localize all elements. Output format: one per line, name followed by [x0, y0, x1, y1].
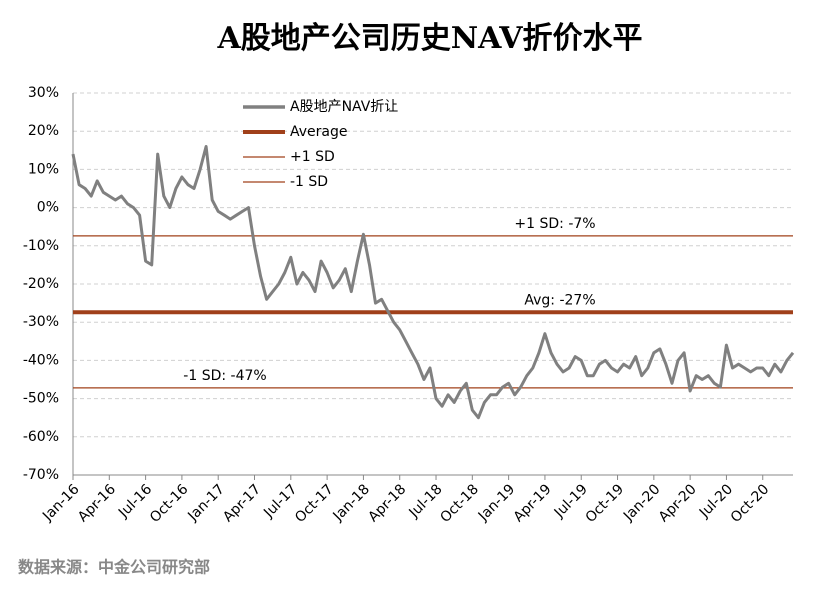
source: 数据来源：中金公司研究部 [18, 558, 210, 577]
reference-label: -1 SD: -47% [183, 368, 266, 384]
x-tick-label: Oct-17 [292, 481, 337, 526]
chart-title: A股地产公司历史NAV折价水平 [216, 21, 642, 56]
y-tick-label: 10% [28, 161, 59, 177]
y-tick-label: -20% [23, 276, 59, 292]
legend-label: +1 SD [290, 149, 335, 165]
x-tick-label: Jan-18 [330, 481, 373, 524]
x-tick-label: Jan-20 [620, 481, 663, 524]
legend-label: -1 SD [290, 174, 328, 190]
x-tick-label: Apr-17 [220, 481, 264, 525]
reference-label: +1 SD: -7% [514, 216, 595, 232]
reference-label: Avg: -27% [524, 292, 595, 308]
x-tick-label: Apr-18 [365, 481, 409, 525]
y-tick-label: -30% [23, 314, 59, 330]
x-tick-label: Oct-16 [147, 481, 192, 526]
x-tick-label: Oct-20 [728, 481, 773, 526]
x-tick-label: Apr-16 [75, 481, 119, 525]
y-tick-label: -10% [23, 238, 59, 254]
x-tick-label: Apr-20 [656, 481, 700, 525]
x-tick-label: Apr-19 [511, 481, 555, 525]
y-tick-label: -50% [23, 391, 59, 407]
y-tick-label: -70% [23, 467, 59, 483]
x-tick-label: Oct-19 [583, 481, 628, 526]
x-tick-label: Oct-18 [437, 481, 482, 526]
y-tick-label: 20% [28, 123, 59, 139]
y-tick-label: 0% [37, 200, 59, 216]
x-tick-label: Jan-16 [39, 481, 83, 525]
legend-label: Average [290, 124, 348, 140]
x-tick-label: Jan-19 [475, 481, 518, 524]
y-tick-label: 30% [28, 85, 59, 101]
series-line [71, 145, 795, 420]
y-tick-label: -60% [23, 429, 59, 445]
y-tick-label: -40% [23, 352, 59, 368]
legend-label: A股地产NAV折让 [290, 99, 398, 115]
x-tick-label: Jan-17 [184, 481, 227, 524]
